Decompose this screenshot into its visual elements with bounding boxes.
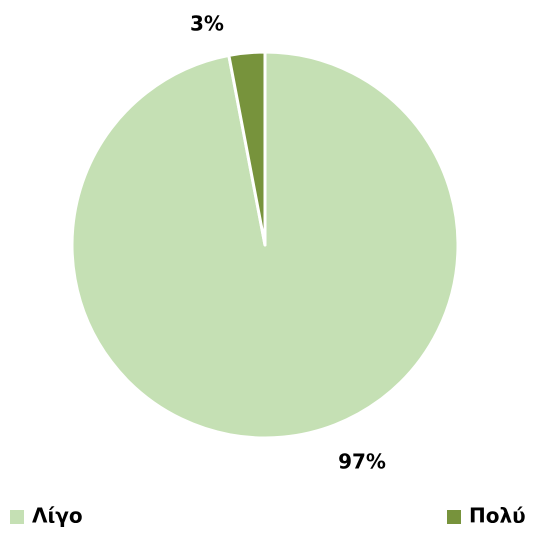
data-label: 3% [190,12,224,36]
pie-slice [227,50,267,247]
data-label: 97% [338,450,386,474]
legend-label: Πολύ [469,504,526,528]
legend-swatch [10,510,24,524]
legend-label: Λίγο [32,504,83,528]
legend-swatch [447,510,461,524]
